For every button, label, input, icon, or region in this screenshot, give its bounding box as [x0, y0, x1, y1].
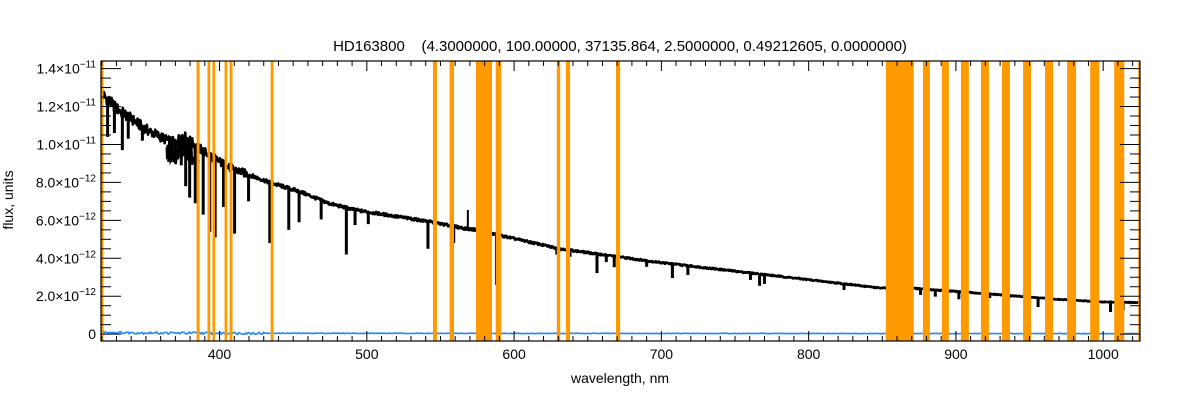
- masked-region-band: [922, 61, 930, 341]
- x-tick-label: 900: [944, 346, 968, 362]
- y-tick-label-base: 0: [88, 326, 96, 342]
- y-tick-label: 2.0×10−12: [36, 287, 97, 304]
- x-tick-label: 500: [355, 346, 379, 362]
- masked-region-band: [941, 61, 949, 341]
- x-tick-label: 400: [208, 346, 232, 362]
- x-tick-label: 600: [502, 346, 526, 362]
- masked-region-band: [229, 61, 233, 341]
- masked-region-band: [207, 61, 211, 341]
- y-tick-label: 4.0×10−12: [36, 249, 97, 266]
- y-tick-label-base: 6.0×10: [36, 212, 79, 228]
- masked-region-band: [1023, 61, 1032, 341]
- y-tick-label-exponent: −12: [79, 211, 96, 222]
- y-tick-label-base: 2.0×10: [36, 288, 79, 304]
- masked-region-band: [212, 61, 216, 341]
- chart-title: HD163800 (4.3000000, 100.00000, 37135.86…: [333, 38, 907, 55]
- masked-region-band: [224, 61, 228, 341]
- masked-region-band: [475, 61, 493, 341]
- masked-region-band: [270, 61, 274, 341]
- y-tick-label: 1.0×10−11: [37, 135, 97, 152]
- y-tick-label-exponent: −11: [80, 60, 97, 71]
- y-tick-label-base: 1.2×10: [37, 99, 80, 115]
- y-tick-label-exponent: −12: [79, 173, 96, 184]
- y-tick-label-base: 8.0×10: [36, 174, 79, 190]
- y-tick-label-exponent: −12: [79, 249, 96, 260]
- masked-region-band: [196, 61, 200, 341]
- masked-region-band: [449, 61, 455, 341]
- y-tick-label-exponent: −11: [80, 135, 97, 146]
- masked-region-band: [1045, 61, 1054, 341]
- balmer-region-noise: [165, 135, 200, 169]
- masked-region-band: [1067, 61, 1077, 341]
- plot-body: [101, 61, 1140, 341]
- plot-area: 400 500 600 700 800 900 100002.0×10−124.0×10−1…: [36, 60, 1141, 362]
- x-tick-label: 800: [797, 346, 821, 362]
- y-tick-label-base: 1.4×10: [37, 61, 80, 77]
- y-tick-label: 1.4×10−11: [37, 60, 97, 77]
- y-tick-label-base: 4.0×10: [36, 250, 79, 266]
- y-tick-label-exponent: −12: [79, 287, 96, 298]
- masked-region-band: [556, 61, 561, 341]
- masked-region-band: [980, 61, 989, 341]
- masked-region-band: [1090, 61, 1100, 341]
- masked-region-band: [565, 61, 571, 341]
- masked-region-band: [616, 61, 621, 341]
- x-tick-label: 1000: [1088, 346, 1119, 362]
- x-axis-label: wavelength, nm: [570, 370, 669, 386]
- masked-region-band: [432, 61, 437, 341]
- masked-region-band: [495, 61, 502, 341]
- y-tick-label: 8.0×10−12: [36, 173, 97, 190]
- y-tick-label-exponent: −11: [80, 98, 97, 109]
- y-tick-label: 0: [88, 326, 96, 342]
- masked-region-band: [1002, 61, 1010, 341]
- y-axis-label: flux, units: [0, 170, 16, 229]
- y-tick-label: 1.2×10−11: [37, 98, 97, 115]
- masked-region-band: [885, 61, 914, 341]
- y-tick-label: 6.0×10−12: [36, 211, 97, 228]
- y-tick-label-base: 1.0×10: [37, 136, 80, 152]
- masked-region-band: [960, 61, 969, 341]
- x-tick-label: 700: [650, 346, 674, 362]
- masked-region-band: [1114, 61, 1125, 341]
